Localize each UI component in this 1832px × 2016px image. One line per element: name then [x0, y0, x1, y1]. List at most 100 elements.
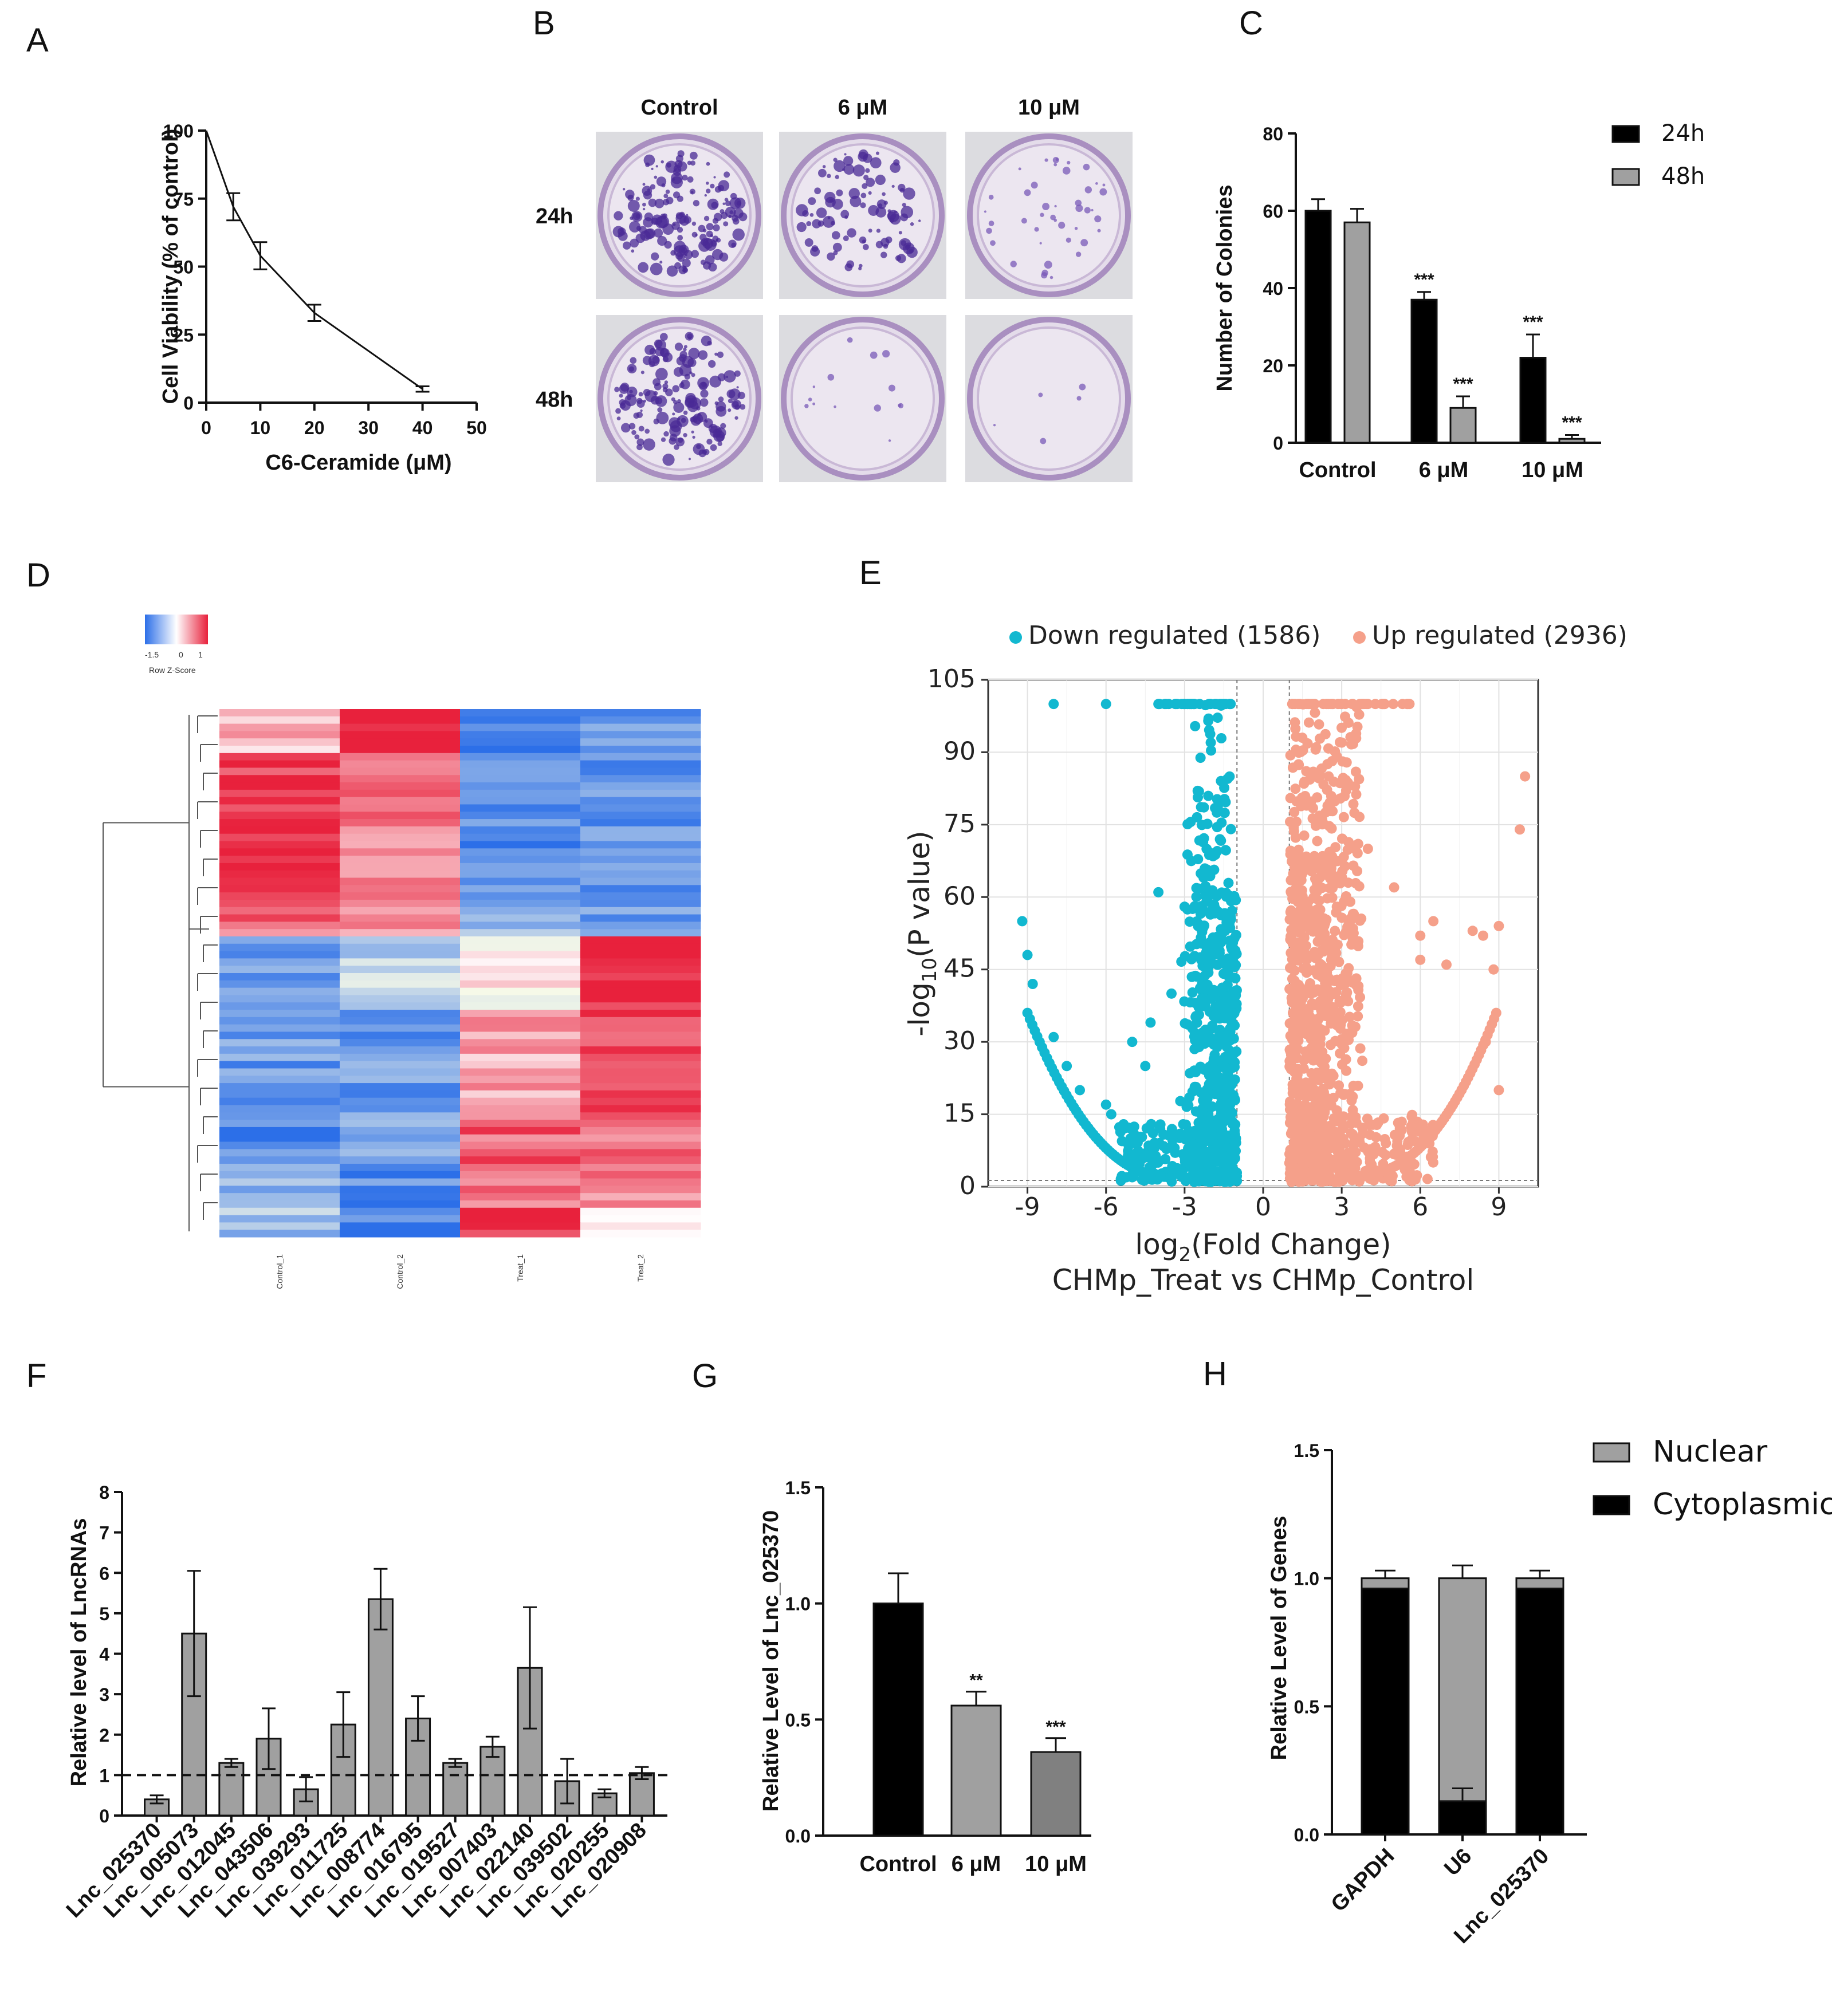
b-colony	[827, 373, 835, 381]
e-point	[1347, 934, 1358, 944]
b-colony	[1102, 183, 1106, 187]
b-colony	[644, 344, 655, 355]
b-colony	[630, 357, 637, 364]
e-point	[1303, 1050, 1314, 1061]
b-column-label: Control	[640, 96, 718, 120]
b-colony	[806, 221, 812, 226]
e-point	[1300, 1111, 1311, 1122]
d-heatmap-cell	[219, 1120, 340, 1128]
b-colony	[701, 335, 712, 346]
e-point	[1226, 998, 1237, 1009]
b-colony	[705, 188, 711, 194]
d-colorscale-bar	[145, 615, 208, 644]
b-colony	[827, 216, 831, 219]
e-point	[1415, 954, 1426, 965]
b-colony	[725, 200, 731, 207]
panel-label-c: C	[1239, 5, 1263, 42]
panel-label-a: A	[26, 22, 49, 59]
g-y-tick-label: 1.0	[785, 1594, 811, 1615]
b-colony	[816, 207, 827, 218]
b-colony	[631, 430, 636, 435]
d-heatmap-cell	[219, 1068, 340, 1076]
e-point	[1153, 699, 1164, 710]
d-heatmap-cell	[219, 804, 340, 812]
b-colony	[704, 194, 707, 197]
b-colony	[619, 384, 629, 394]
e-point	[1180, 1157, 1191, 1168]
b-colony	[1021, 218, 1027, 224]
e-point	[1223, 877, 1234, 888]
b-colony	[625, 190, 635, 199]
d-colorscale-title: Row Z-Score	[149, 666, 196, 675]
b-colony	[682, 258, 691, 267]
e-point	[1371, 1132, 1382, 1143]
d-heatmap-cell	[219, 1083, 340, 1091]
e-point	[1389, 1129, 1400, 1140]
b-colony	[859, 263, 863, 268]
c-y-tick-label: 60	[1263, 201, 1283, 222]
e-y-tick-label: 75	[943, 809, 976, 838]
d-heatmap-cell	[219, 1149, 340, 1157]
b-colony	[732, 228, 745, 241]
d-heatmap-cell	[580, 1039, 701, 1047]
b-colony	[835, 175, 839, 179]
d-heatmap-cell	[340, 936, 461, 944]
b-colony	[859, 236, 867, 244]
d-heatmap-cell	[580, 1046, 701, 1054]
b-colony	[833, 250, 838, 255]
e-point	[1344, 1011, 1355, 1022]
e-point	[1214, 1013, 1225, 1024]
d-heatmap-cell	[340, 1156, 461, 1164]
c-legend-label: 48h	[1661, 163, 1705, 190]
d-heatmap-cell	[219, 1186, 340, 1194]
b-plate-inner	[977, 143, 1121, 288]
b-colony	[734, 404, 740, 410]
b-colony	[643, 399, 647, 403]
b-colony	[1054, 204, 1057, 208]
b-colony	[677, 161, 687, 172]
d-heatmap-cell	[219, 1200, 340, 1208]
b-colony	[656, 176, 667, 187]
h-legend-label: Cytoplasmic	[1653, 1487, 1832, 1522]
f-y-tick-label: 5	[99, 1604, 109, 1624]
b-colony	[713, 212, 722, 222]
e-point	[1341, 971, 1352, 982]
d-heatmap-cell	[219, 819, 340, 827]
a-y-tick-label: 25	[173, 325, 194, 345]
e-point	[1312, 936, 1323, 947]
d-heatmap-cell	[580, 1031, 701, 1040]
b-colony	[734, 416, 738, 420]
b-colony	[700, 259, 706, 265]
panel-a-line-chart: 0 10 20 30 40 50 0 25 50 75 100 C6-Ceramide (μM) Cel…	[159, 121, 487, 475]
e-point	[1331, 939, 1342, 950]
b-colony	[691, 373, 695, 377]
e-point	[1362, 699, 1373, 710]
b-colony	[1079, 383, 1086, 391]
e-point	[1327, 883, 1338, 893]
b-colony	[898, 403, 904, 409]
b-colony	[683, 348, 687, 352]
b-colony	[636, 444, 643, 451]
f-y-tick-label: 4	[99, 1644, 109, 1665]
b-colony	[638, 262, 649, 273]
e-point	[1478, 930, 1488, 941]
e-point	[1334, 1080, 1344, 1091]
e-point	[1339, 1089, 1350, 1100]
b-colony	[614, 387, 620, 392]
d-heatmap-cell	[460, 804, 581, 812]
e-point	[1196, 955, 1206, 966]
e-point	[1306, 1175, 1317, 1186]
e-x-axis-label: log2(Fold Change)	[1135, 1228, 1391, 1266]
b-colony	[706, 162, 710, 166]
d-heatmap-cell	[340, 943, 461, 952]
d-heatmap-cell	[219, 885, 340, 893]
e-point	[1289, 1104, 1300, 1115]
e-point	[1190, 970, 1201, 981]
h-y-tick-label: 0.5	[1294, 1696, 1319, 1717]
e-point	[1306, 1030, 1317, 1041]
b-colony	[860, 192, 867, 199]
f-y-tick-label: 1	[99, 1765, 109, 1786]
b-colony	[890, 162, 901, 173]
d-heatmap-cell	[340, 812, 461, 820]
e-point	[1350, 781, 1361, 792]
